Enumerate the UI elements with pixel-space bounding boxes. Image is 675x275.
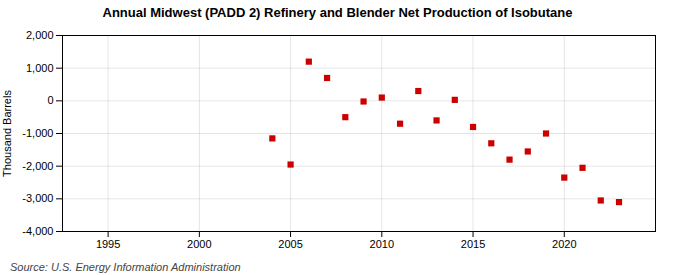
html-text:Source: U.S. Energy Informatio: Source: U.S. Energy Information Administ… <box>10 261 241 273</box>
svg-text:2010: 2010 <box>370 238 394 250</box>
svg-text:2020: 2020 <box>552 238 576 250</box>
svg-text:Thousand Barrels: Thousand Barrels <box>1 90 13 177</box>
svg-text:-1,000: -1,000 <box>22 127 53 139</box>
svg-text:2005: 2005 <box>278 238 302 250</box>
svg-text:-2,000: -2,000 <box>22 160 53 172</box>
svg-text:2000: 2000 <box>187 238 211 250</box>
svg-text:1995: 1995 <box>96 238 120 250</box>
html-text:Annual Midwest (PADD 2) Refine: Annual Midwest (PADD 2) Refinery and Ble… <box>102 5 573 20</box>
svg-text:1,000: 1,000 <box>26 62 54 74</box>
svg-text:2,000: 2,000 <box>26 29 54 41</box>
svg-text:-4,000: -4,000 <box>22 225 53 237</box>
svg-text:-3,000: -3,000 <box>22 192 53 204</box>
svg-text:2015: 2015 <box>461 238 485 250</box>
svg-text:0: 0 <box>47 94 53 106</box>
